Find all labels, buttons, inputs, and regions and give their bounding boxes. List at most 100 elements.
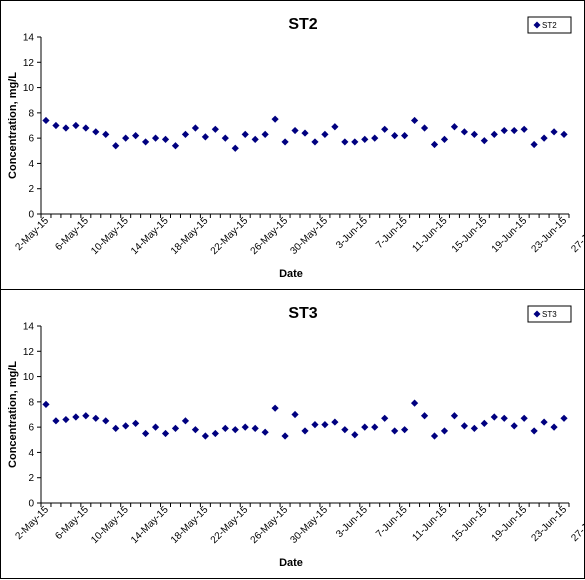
data-point bbox=[211, 125, 219, 133]
data-point bbox=[430, 140, 439, 149]
x-tick-label: 15-Jun-15 bbox=[450, 504, 490, 544]
data-point bbox=[450, 123, 459, 131]
data-point bbox=[311, 421, 319, 429]
y-tick-label: 14 bbox=[23, 322, 35, 333]
data-point bbox=[251, 135, 259, 144]
data-point bbox=[381, 414, 389, 422]
y-tick-label: 12 bbox=[23, 58, 35, 69]
chart-panel-st3: ST3 ST3 0 2 4 6 8 10 12 14 2-May-15 6-May-15 10-May-… bbox=[0, 289, 585, 579]
data-point bbox=[321, 130, 329, 138]
data-point bbox=[281, 432, 289, 440]
data-point bbox=[480, 137, 488, 145]
x-tick-label: 19-Jun-15 bbox=[490, 215, 530, 255]
x-axis-title: Date bbox=[279, 557, 303, 569]
data-point bbox=[540, 418, 548, 426]
data-point bbox=[72, 121, 80, 130]
x-tick-label: 7-Jun-15 bbox=[374, 504, 410, 540]
data-point bbox=[440, 427, 449, 435]
data-point bbox=[62, 415, 70, 424]
x-tick-label: 19-Jun-15 bbox=[490, 504, 530, 544]
data-point bbox=[520, 414, 528, 422]
x-tick-label: 30-May-15 bbox=[288, 215, 330, 257]
legend-marker bbox=[533, 310, 541, 318]
data-point bbox=[391, 427, 399, 435]
data-point bbox=[281, 138, 289, 146]
data-point bbox=[52, 417, 60, 425]
data-point bbox=[361, 135, 369, 144]
data-point bbox=[201, 133, 209, 141]
data-point bbox=[510, 422, 518, 430]
data-point bbox=[371, 423, 379, 431]
data-point bbox=[540, 134, 548, 142]
data-point bbox=[112, 424, 120, 433]
x-tick-label: 22-May-15 bbox=[209, 504, 251, 546]
y-tick-label: 14 bbox=[23, 33, 35, 44]
y-tick-label: 10 bbox=[23, 83, 35, 94]
data-point bbox=[62, 124, 70, 132]
data-point bbox=[530, 140, 538, 149]
legend: ST2 bbox=[527, 16, 572, 34]
data-point bbox=[341, 138, 349, 146]
x-tick-label: 7-Jun-15 bbox=[374, 215, 410, 251]
data-point bbox=[291, 126, 299, 135]
data-point bbox=[201, 432, 209, 440]
x-tick-label: 27-Jun-15 bbox=[569, 215, 585, 255]
y-tick-label: 0 bbox=[28, 210, 34, 221]
data-point bbox=[371, 134, 379, 142]
data-point bbox=[241, 423, 249, 431]
data-point bbox=[530, 427, 538, 435]
x-tick-label: 2-May-15 bbox=[13, 215, 51, 253]
data-point bbox=[151, 134, 160, 142]
data-point bbox=[351, 138, 359, 146]
data-point bbox=[231, 144, 239, 152]
data-point bbox=[161, 135, 170, 144]
data-point bbox=[92, 414, 100, 422]
data-point bbox=[401, 132, 409, 140]
chart-svg-st2: ST2 ST2 0 2 4 6 8 10 12 14 2-May-15 6-May-1510-May-… bbox=[7, 16, 585, 280]
data-point bbox=[420, 124, 429, 132]
x-tick-label: 18-May-15 bbox=[169, 215, 211, 257]
data-point bbox=[301, 129, 309, 137]
data-point bbox=[241, 130, 249, 138]
data-point bbox=[102, 130, 110, 138]
legend-marker bbox=[533, 21, 541, 29]
y-axis-title: Concentration, mg/L bbox=[7, 361, 19, 468]
data-point bbox=[331, 123, 339, 131]
data-point bbox=[510, 126, 518, 135]
data-point bbox=[191, 124, 200, 132]
legend: ST3 bbox=[527, 305, 572, 323]
data-point bbox=[500, 414, 508, 422]
x-tick-label: 27-Jun-15 bbox=[569, 504, 585, 544]
chart-svg-st3: ST3 ST3 0 2 4 6 8 10 12 14 2-May-15 6-May-1510-May-… bbox=[7, 305, 585, 569]
x-tick-label: 6-May-15 bbox=[53, 215, 91, 253]
x-tick-label: 11-Jun-15 bbox=[410, 504, 449, 543]
y-tick-label: 12 bbox=[23, 347, 35, 358]
data-point bbox=[470, 130, 478, 138]
data-point bbox=[271, 115, 279, 123]
x-tick-label: 22-May-15 bbox=[209, 215, 251, 257]
data-point bbox=[92, 128, 100, 136]
data-point bbox=[271, 404, 279, 412]
data-point bbox=[52, 121, 60, 130]
data-point bbox=[211, 429, 219, 438]
x-tick-label: 3-Jun-15 bbox=[334, 215, 370, 251]
data-point bbox=[171, 142, 180, 150]
data-point bbox=[440, 135, 449, 144]
legend-box bbox=[527, 305, 572, 323]
data-point bbox=[142, 138, 150, 146]
data-point bbox=[351, 431, 359, 439]
data-point bbox=[460, 422, 468, 430]
data-point bbox=[181, 130, 190, 138]
data-point bbox=[520, 125, 528, 133]
y-tick-label: 10 bbox=[23, 372, 35, 383]
x-tick-label: 10-May-15 bbox=[89, 504, 131, 546]
data-point bbox=[500, 126, 508, 135]
y-tick-label: 4 bbox=[28, 159, 34, 170]
x-axis-title: Date bbox=[279, 268, 303, 280]
data-point bbox=[560, 130, 568, 138]
x-tick-label: 26-May-15 bbox=[249, 504, 291, 546]
data-point bbox=[122, 134, 130, 142]
x-tick-label: 3-Jun-15 bbox=[334, 504, 370, 540]
y-tick-label: 8 bbox=[28, 108, 34, 119]
data-point bbox=[470, 424, 478, 433]
